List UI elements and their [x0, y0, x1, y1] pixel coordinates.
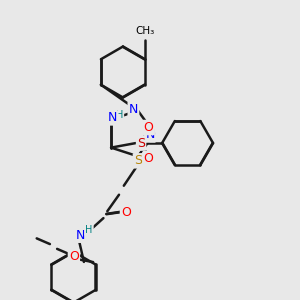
Text: S: S: [134, 154, 142, 167]
Text: O: O: [121, 206, 131, 219]
Text: H: H: [85, 225, 93, 235]
Text: H: H: [116, 110, 123, 120]
Text: S: S: [137, 136, 145, 150]
Text: N: N: [129, 103, 138, 116]
Text: N: N: [76, 229, 86, 242]
Text: O: O: [144, 121, 154, 134]
Text: N: N: [145, 128, 155, 142]
Text: CH₃: CH₃: [136, 26, 155, 36]
Text: O: O: [69, 250, 79, 263]
Text: O: O: [144, 152, 154, 165]
Text: N: N: [108, 111, 117, 124]
